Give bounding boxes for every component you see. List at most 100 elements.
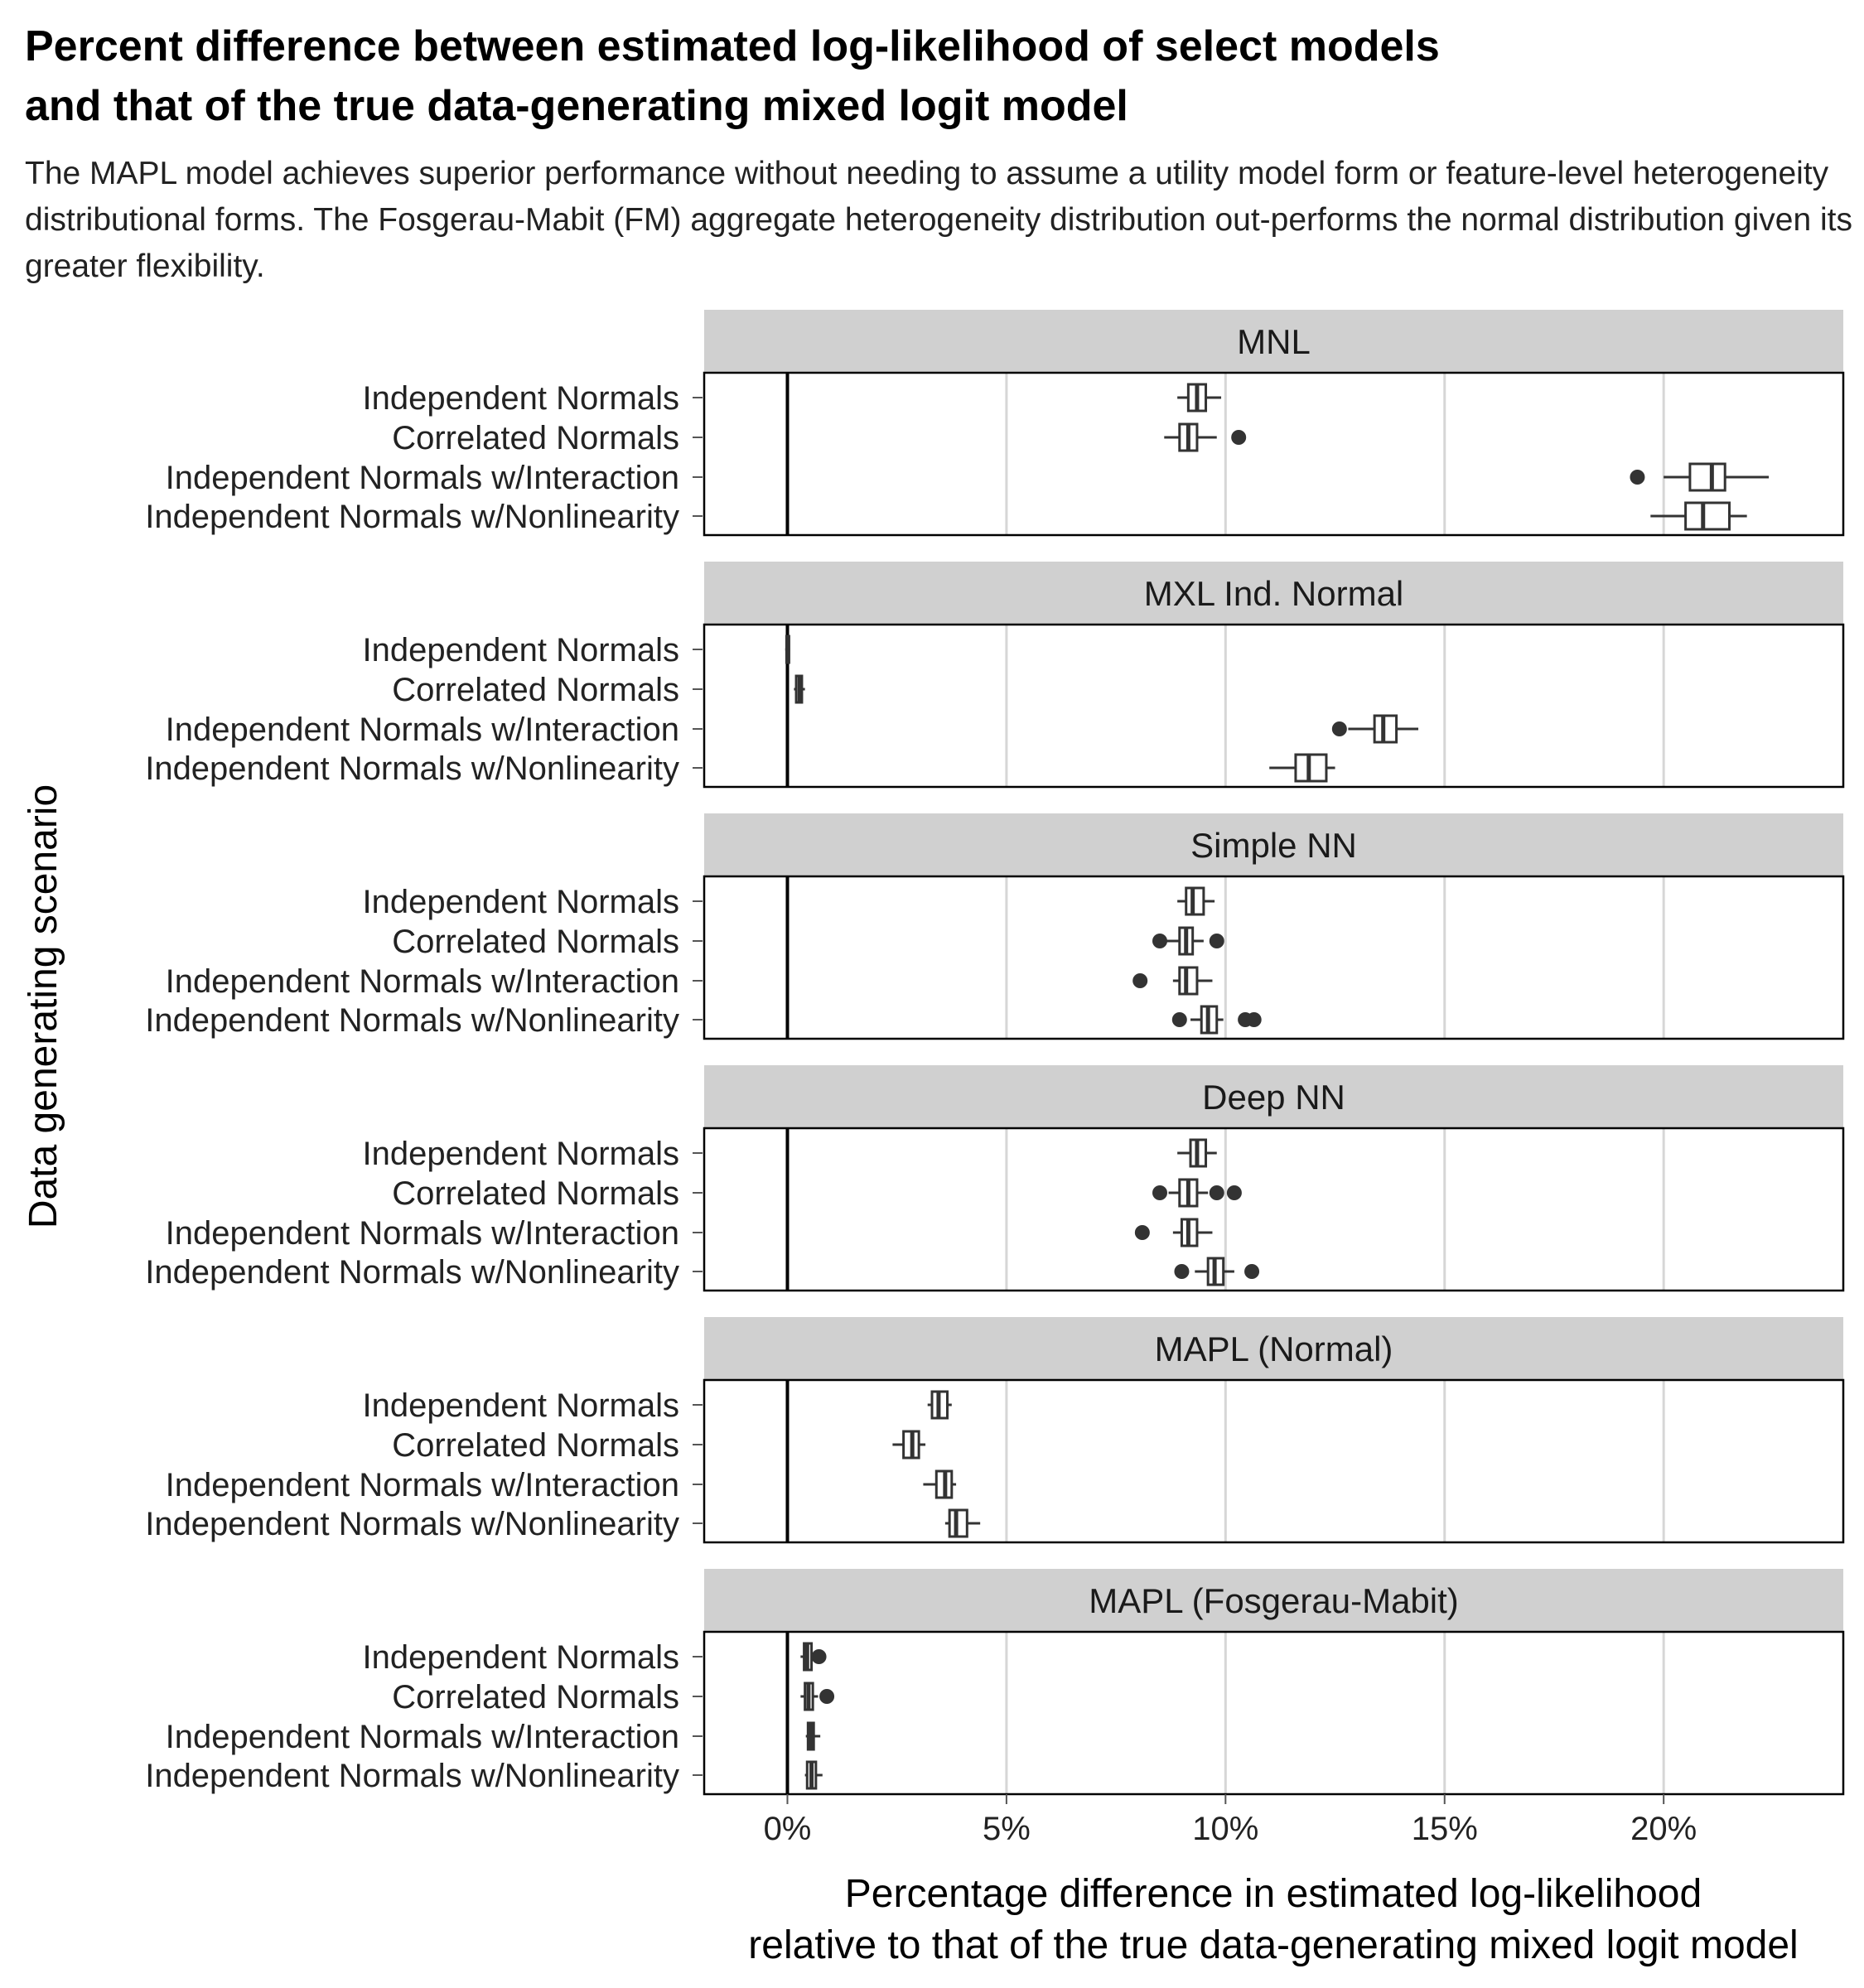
y-tick-label: Correlated Normals (392, 420, 679, 456)
y-tick-label: Independent Normals w/Nonlinearity (145, 1758, 679, 1794)
facet-strip (704, 1317, 1843, 1380)
boxplot (1174, 1257, 1260, 1286)
boxplot (944, 1508, 981, 1538)
x-axis-title-line-1: Percentage difference in estimated log-l… (845, 1872, 1702, 1916)
x-tick-label: 15% (1412, 1811, 1478, 1847)
boxplot (1132, 966, 1213, 996)
chart-subtitle: The MAPL model achieves superior perform… (25, 156, 1852, 284)
boxplot (1630, 462, 1770, 492)
x-axis: 0% 5% 10% 15% 20% (764, 1794, 1697, 1847)
outlier-point (1132, 973, 1148, 988)
y-tick-label: Correlated Normals (392, 672, 679, 708)
boxplot (892, 1430, 926, 1460)
facet-strip-label: MNL (1237, 322, 1311, 361)
y-tick-label: Correlated Normals (392, 1679, 679, 1715)
y-tick-label: Independent Normals w/Interaction (166, 1719, 679, 1755)
box-iqr (1185, 886, 1205, 916)
panel-border (703, 623, 1845, 789)
boxplot (1152, 926, 1224, 956)
facet-strip (704, 310, 1843, 373)
boxplot (794, 674, 805, 704)
boxplot (1164, 422, 1247, 452)
boxplot (1152, 1178, 1242, 1208)
chart-title: Percent difference between estimated log… (25, 17, 1839, 136)
facet-strip (704, 813, 1843, 876)
panel-background (704, 1128, 1843, 1291)
box-iqr (1684, 501, 1731, 531)
facet-strip-label: MAPL (Fosgerau-Mabit) (1089, 1581, 1459, 1620)
y-tick-label: Independent Normals (363, 1639, 679, 1676)
outlier-point (811, 1649, 827, 1664)
panel-border (703, 1378, 1845, 1544)
facet-panel: MAPL (Fosgerau-Mabit) Independent Normals… (145, 1569, 1845, 1796)
outlier-point (1209, 1185, 1224, 1200)
outlier-point (1152, 934, 1167, 948)
facet-strip-label: Simple NN (1190, 826, 1357, 865)
boxplot (923, 1469, 957, 1499)
panel-background (704, 876, 1843, 1039)
outlier-point (1226, 1185, 1242, 1200)
x-axis-title-line-2: relative to that of the true data-genera… (748, 1923, 1798, 1967)
y-tick-label: Independent Normals (363, 1136, 679, 1172)
y-tick-label: Independent Normals w/Nonlinearity (145, 1254, 679, 1291)
boxplot (1650, 501, 1747, 531)
panel-background (704, 1632, 1843, 1794)
y-tick-label: Independent Normals (363, 380, 679, 417)
outlier-point (1152, 1185, 1167, 1200)
facet-strip (704, 562, 1843, 625)
facet-panel: Simple NN Independent Normals Correlated N… (145, 813, 1845, 1040)
x-tick-label: 5% (983, 1811, 1031, 1847)
y-tick-label: Independent Normals w/Nonlinearity (145, 499, 679, 535)
y-tick-label: Independent Normals w/Interaction (166, 712, 679, 748)
y-tick-label: Independent Normals w/Interaction (166, 1215, 679, 1252)
panel-border (703, 1127, 1845, 1292)
y-tick-label: Independent Normals w/Interaction (166, 460, 679, 496)
outlier-point (1209, 934, 1224, 948)
boxplot (1134, 1218, 1213, 1247)
y-tick-label: Independent Normals (363, 632, 679, 668)
outlier-point (1630, 470, 1645, 485)
boxplot (805, 1721, 821, 1751)
boxplot (1177, 1138, 1217, 1168)
chart-title-line-2: and that of the true data-generating mix… (25, 82, 1128, 130)
facet-strip-label: MXL Ind. Normal (1144, 574, 1404, 613)
box-iqr (1373, 714, 1398, 744)
panel-border (703, 371, 1845, 537)
outlier-point (1174, 1264, 1190, 1279)
facet-strip-label: Deep NN (1202, 1078, 1345, 1117)
outlier-point (1171, 1012, 1187, 1027)
facet-strip (704, 1569, 1843, 1632)
facet-strip (704, 1065, 1843, 1128)
y-axis-title: Data generating scenario (22, 784, 65, 1228)
boxplot (1269, 753, 1335, 783)
panel-border (703, 875, 1845, 1040)
chart-title-line-1: Percent difference between estimated log… (25, 22, 1440, 70)
facet-panel: MAPL (Normal) Independent NormalsCorrelat… (145, 1317, 1845, 1544)
y-tick-label: Correlated Normals (392, 1175, 679, 1212)
boxplot (800, 1642, 827, 1672)
x-tick-label: 20% (1630, 1811, 1697, 1847)
outlier-point (1231, 430, 1247, 445)
y-tick-label: Independent Normals w/Nonlinearity (145, 1506, 679, 1542)
y-tick-label: Correlated Normals (392, 924, 679, 960)
outlier-point (1246, 1012, 1262, 1027)
boxplot (1331, 714, 1419, 744)
box-iqr (1294, 753, 1328, 783)
panel-border (703, 1630, 1845, 1796)
box-iqr (1178, 966, 1199, 996)
boxplot (1177, 886, 1215, 916)
y-tick-label: Independent Normals (363, 1387, 679, 1424)
panel-background (704, 1380, 1843, 1542)
y-tick-label: Independent Normals w/Nonlinearity (145, 1002, 679, 1039)
y-tick-label: Independent Normals w/Interaction (166, 1467, 679, 1503)
boxplot (804, 1760, 823, 1790)
x-tick-label: 0% (764, 1811, 812, 1847)
box-iqr (948, 1508, 968, 1538)
box-iqr (1688, 462, 1726, 492)
y-tick-label: Correlated Normals (392, 1427, 679, 1464)
x-tick-label: 10% (1192, 1811, 1258, 1847)
outlier-point (819, 1689, 835, 1704)
